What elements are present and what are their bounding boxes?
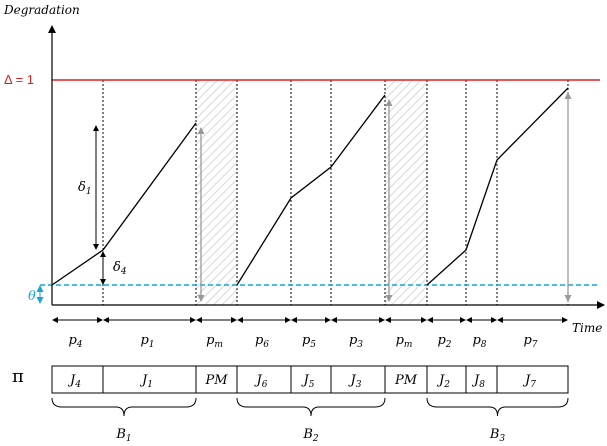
duration-label: pm — [396, 333, 413, 350]
duration-label: p6 — [255, 333, 269, 350]
sequence-cell — [465, 365, 498, 394]
job-cell-label: J5 — [301, 373, 315, 390]
job-cell-label: J8 — [471, 373, 485, 390]
sequence-cell — [236, 365, 292, 394]
duration-label: p7 — [523, 333, 537, 350]
batch-row: B1 B2 B3 — [51, 397, 569, 444]
batch-brace — [51, 397, 197, 417]
degradation-curve-batch-1 — [51, 122, 197, 286]
sequence-cell — [51, 365, 104, 394]
reset-arrows — [197, 92, 572, 302]
pm-cell-label: PM — [394, 373, 418, 388]
sequence-symbol: π — [12, 366, 24, 387]
job-boundaries — [102, 80, 569, 305]
duration-row: p4 p1 pm p6 p5 p3 pm p2 p8 p7 — [52, 317, 568, 350]
duration-label: pm — [206, 333, 223, 350]
x-axis-label: Time — [572, 321, 602, 335]
batch-label: B2 — [302, 427, 319, 444]
job-cell-label: J2 — [436, 373, 450, 390]
sequence-cell — [330, 365, 386, 394]
duration-label: p5 — [302, 333, 316, 350]
delta1-label: δ1 — [78, 180, 92, 197]
y-axis-label: Degradation — [3, 3, 80, 17]
job-cell-label: J1 — [139, 373, 153, 390]
duration-label: p4 — [68, 333, 82, 350]
delta4-label: δ4 — [113, 260, 127, 277]
sequence-row: J4 J1 PM J6 J5 J3 PM J2 J8 J7 — [51, 365, 569, 394]
batch-brace — [236, 397, 386, 417]
sequence-cell — [496, 365, 569, 394]
batch-label: B1 — [115, 427, 131, 444]
job-cell-label: J7 — [522, 373, 536, 390]
duration-label: p3 — [349, 333, 363, 350]
job-cell-label: J3 — [348, 373, 362, 390]
degradation-curve-batch-2 — [236, 94, 386, 286]
duration-label: p2 — [437, 333, 451, 350]
batch-brace — [426, 397, 569, 417]
pm-cell-label: PM — [204, 373, 228, 388]
job-cell-label: J4 — [67, 373, 81, 390]
duration-label: p8 — [472, 333, 486, 350]
duration-label: p1 — [140, 333, 154, 350]
threshold-label: Δ = 1 — [4, 72, 34, 87]
batch-label: B3 — [489, 427, 506, 444]
job-cell-label: J6 — [254, 373, 268, 390]
sequence-cell — [102, 365, 197, 394]
sequence-cell — [426, 365, 467, 394]
pm-region-2 — [385, 80, 427, 305]
degradation-curve-batch-3 — [426, 87, 569, 286]
pm-region-1 — [196, 80, 237, 305]
sequence-cell — [290, 365, 332, 394]
theta-label: θ — [28, 289, 36, 304]
